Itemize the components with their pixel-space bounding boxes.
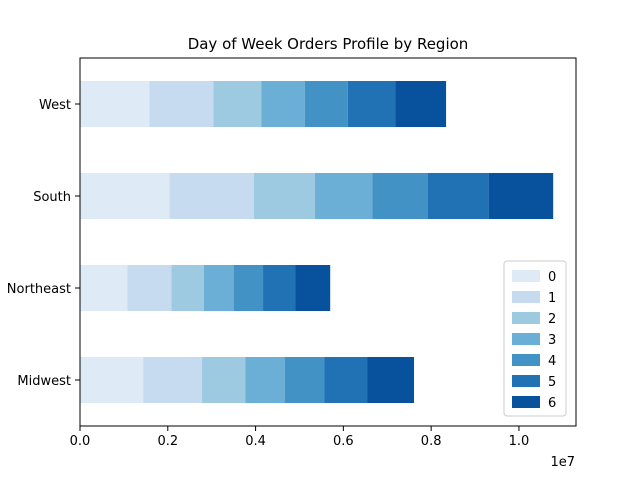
bar-midwest-series-0 — [80, 357, 144, 403]
bar-south-series-4 — [372, 173, 428, 219]
chart-title: Day of Week Orders Profile by Region — [188, 35, 469, 53]
legend-swatch-4 — [512, 354, 540, 366]
bar-midwest-series-3 — [245, 357, 285, 403]
legend-swatch-6 — [512, 396, 540, 408]
bar-west-series-4 — [304, 81, 348, 127]
bar-south-series-2 — [253, 173, 315, 219]
bar-midwest-series-1 — [143, 357, 203, 403]
legend-swatch-5 — [512, 375, 540, 387]
bar-midwest-series-4 — [284, 357, 325, 403]
bars-layer — [80, 81, 554, 403]
legend-label-4: 4 — [548, 354, 556, 369]
bar-midwest-series-6 — [367, 357, 415, 403]
bar-northeast-series-6 — [295, 265, 331, 311]
bar-northeast-series-5 — [263, 265, 296, 311]
legend-label-3: 3 — [548, 333, 556, 348]
bar-south-series-6 — [488, 173, 554, 219]
x-tick-label: 0.4 — [245, 434, 266, 449]
bar-northeast-series-4 — [233, 265, 264, 311]
bar-south-series-5 — [427, 173, 489, 219]
axes-layer: Midwest Northeast South West 0.0 0.2 0.4 0.6 0.8… — [7, 57, 577, 449]
plot-frame — [79, 57, 577, 427]
bar-west-series-5 — [347, 81, 396, 127]
x-tick-label: 0.0 — [70, 434, 91, 449]
bar-northeast-series-0 — [80, 265, 128, 311]
legend-label-2: 2 — [548, 312, 556, 327]
y-tick-label: Midwest — [17, 374, 71, 389]
legend-label-0: 0 — [548, 270, 556, 285]
bar-northeast-series-3 — [203, 265, 234, 311]
bar-west-series-2 — [213, 81, 262, 127]
bar-south-series-3 — [314, 173, 373, 219]
bar-northeast-series-2 — [171, 265, 204, 311]
x-tick-label: 1.0 — [509, 434, 530, 449]
x-tick-label: 0.8 — [421, 434, 442, 449]
legend-label-5: 5 — [548, 375, 556, 390]
legend-swatch-0 — [512, 270, 540, 282]
bar-west-series-6 — [395, 81, 447, 127]
bar-west-series-3 — [261, 81, 305, 127]
legend-swatch-1 — [512, 291, 540, 303]
bar-west-series-0 — [80, 81, 150, 127]
bar-west-series-1 — [149, 81, 214, 127]
y-tick-label: South — [33, 190, 71, 205]
legend: 0 1 2 3 4 5 6 — [503, 260, 567, 417]
x-axis-scale-note: 1e7 — [550, 455, 575, 470]
y-tick-label: West — [39, 98, 71, 113]
y-tick-label: Northeast — [7, 282, 71, 297]
bar-midwest-series-2 — [202, 357, 246, 403]
legend-swatch-2 — [512, 312, 540, 324]
bar-northeast-series-1 — [127, 265, 172, 311]
x-tick-label: 0.6 — [333, 434, 354, 449]
legend-swatch-3 — [512, 333, 540, 345]
bar-south-series-0 — [80, 173, 170, 219]
bar-midwest-series-5 — [324, 357, 368, 403]
bar-south-series-1 — [169, 173, 254, 219]
legend-label-6: 6 — [548, 396, 556, 411]
legend-label-1: 1 — [548, 291, 556, 306]
x-tick-label: 0.2 — [157, 434, 178, 449]
